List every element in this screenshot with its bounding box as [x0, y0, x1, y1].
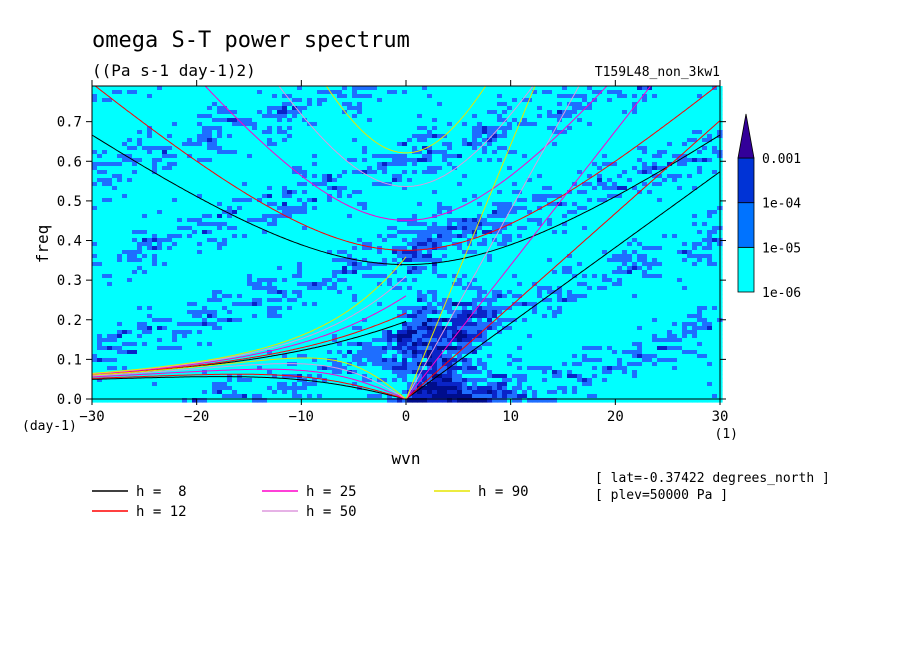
annotation-plev: [ plev=50000 Pa ] — [595, 488, 728, 503]
x-tick-label: −20 — [184, 409, 209, 425]
spectrum-field — [92, 86, 723, 403]
kelvin-curve — [405, 171, 720, 399]
colorbar-segment — [737, 246, 755, 293]
gravity-curve — [278, 86, 534, 187]
colorbar-segment — [737, 157, 755, 204]
y-tick-label: 0.5 — [57, 194, 82, 210]
y-tick-label: 0.3 — [57, 273, 82, 289]
colorbar-label: 1e-04 — [762, 197, 801, 212]
legend-entry: h = 25 — [306, 484, 357, 500]
y-tick-label: 0.7 — [57, 115, 82, 131]
y-tick-label: 0.0 — [57, 392, 82, 408]
legend: h = 8 h = 12 h = 25 h = 50 h = 90 — [92, 484, 529, 520]
rossby-curve — [92, 376, 407, 399]
chart-units: ((Pa s-1 day-1)2) — [92, 61, 256, 80]
x-tick-label: 10 — [502, 409, 519, 425]
legend-entry: h = 8 — [136, 484, 187, 500]
run-label: T159L48_non_3kw1 — [595, 65, 720, 80]
mrg-curve — [92, 295, 407, 375]
x-axis-label: wvn — [392, 449, 421, 468]
kelvin-curve — [405, 86, 652, 399]
y-tick-label: 0.2 — [57, 313, 82, 329]
mrg-curve — [92, 312, 407, 376]
colorbar-label: 1e-05 — [762, 241, 801, 256]
legend-entry: h = 50 — [306, 504, 357, 520]
dispersion-curves — [92, 86, 720, 399]
gravity-curve — [92, 134, 720, 266]
x-tick-label: 0 — [402, 409, 410, 425]
chart-title: omega S-T power spectrum — [92, 28, 410, 53]
y-axis-unit: (day-1) — [22, 419, 77, 434]
colorbar-segment — [737, 202, 755, 248]
rossby-curve — [92, 368, 407, 399]
gravity-curve — [94, 86, 718, 251]
gravity-curve — [204, 86, 608, 221]
legend-entry: h = 90 — [478, 484, 529, 500]
x-tick-label: −30 — [79, 409, 104, 425]
legend-entry: h = 12 — [136, 504, 187, 520]
kelvin-curve — [405, 120, 720, 399]
x-axis: −30 −20 −10 0 10 20 30 — [79, 80, 728, 425]
kelvin-curve — [405, 86, 536, 399]
x-tick-label: 20 — [607, 409, 624, 425]
annotation-lat: [ lat=-0.37422 degrees_north ] — [595, 471, 830, 486]
y-tick-label: 0.6 — [57, 154, 82, 170]
x-tick-label: −10 — [289, 409, 314, 425]
mrg-curve — [92, 256, 407, 374]
y-axis: 0.0 0.1 0.2 0.3 0.4 0.5 0.6 0.7 — [57, 115, 726, 408]
colorbar-label: 1e-06 — [762, 286, 801, 301]
colorbar-extend — [737, 113, 755, 159]
colorbar: 1e-06 1e-05 1e-04 0.001 — [737, 113, 801, 301]
y-tick-label: 0.1 — [57, 352, 82, 368]
colorbar-label: 0.001 — [762, 152, 801, 167]
y-axis-label: freq — [33, 225, 52, 264]
y-tick-label: 0.4 — [57, 234, 82, 250]
x-axis-unit: (1) — [715, 427, 738, 442]
x-tick-label: 30 — [712, 409, 729, 425]
kelvin-curve — [405, 86, 580, 399]
rossby-curve — [92, 357, 407, 399]
gravity-curve — [325, 86, 487, 154]
rossby-curve — [92, 373, 407, 399]
rossby-curve — [92, 363, 407, 399]
